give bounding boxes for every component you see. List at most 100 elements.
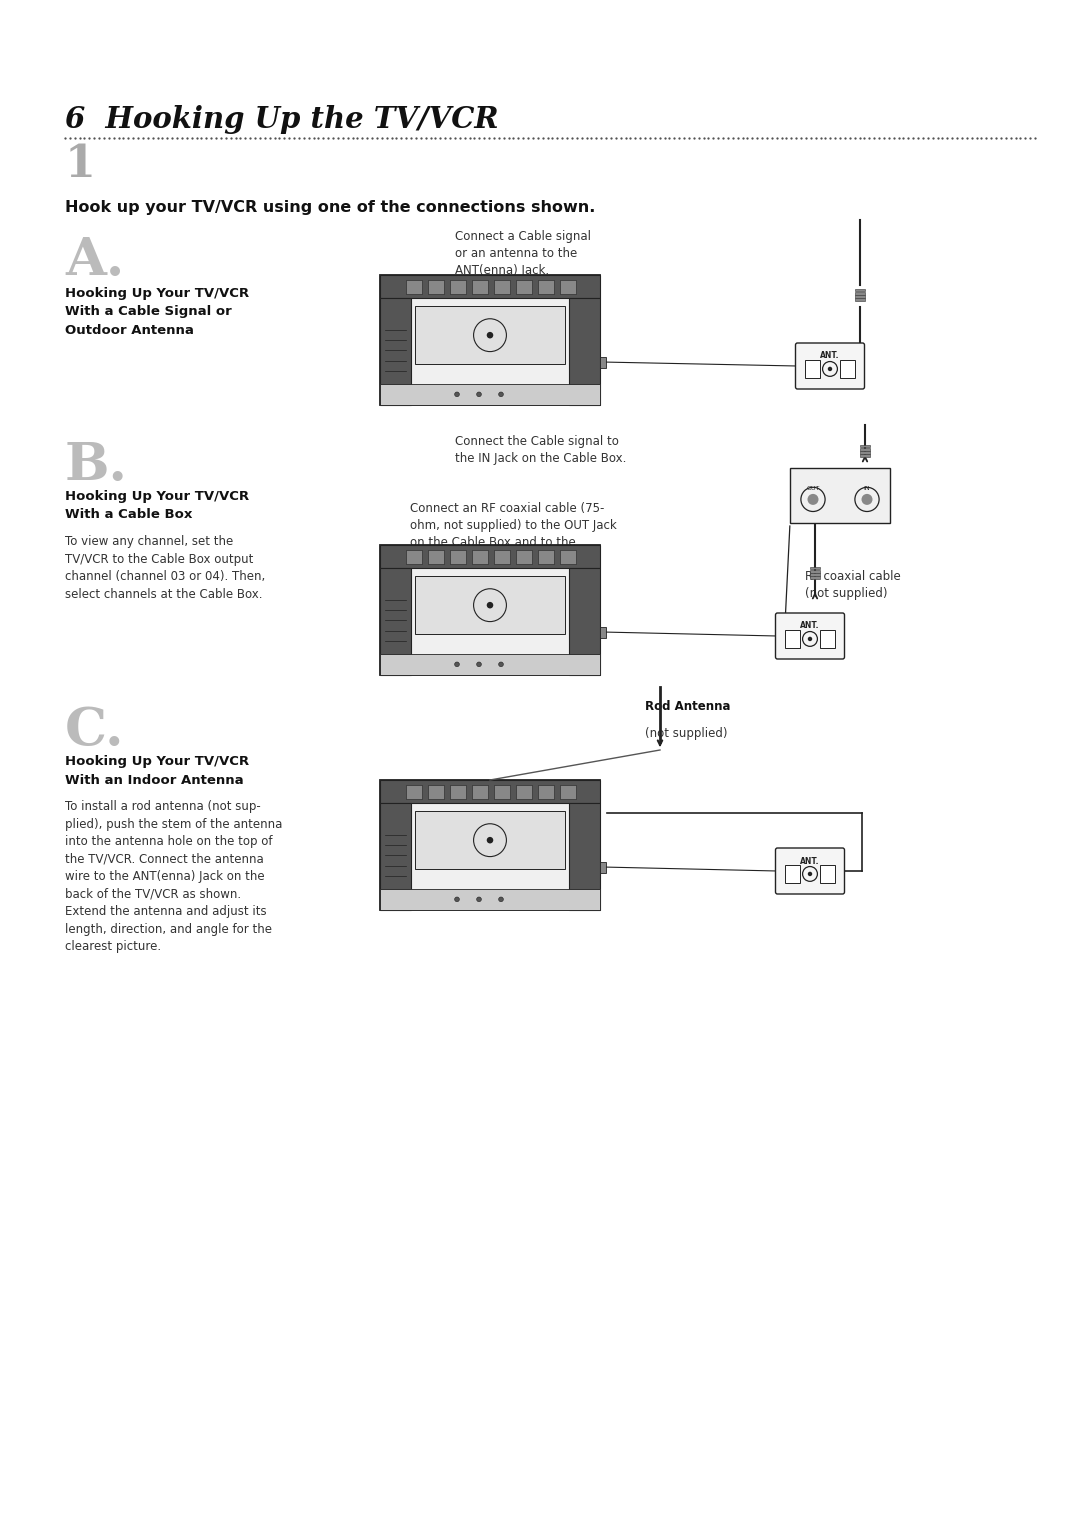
Circle shape xyxy=(487,837,494,843)
Circle shape xyxy=(455,393,459,397)
Bar xyxy=(789,468,890,523)
FancyBboxPatch shape xyxy=(775,613,845,659)
Text: To view any channel, set the
TV/VCR to the Cable Box output
channel (channel 03 : To view any channel, set the TV/VCR to t… xyxy=(65,535,266,601)
Circle shape xyxy=(476,393,482,397)
Circle shape xyxy=(808,494,819,504)
Text: Hooking Up Your TV/VCR
With a Cable Box: Hooking Up Your TV/VCR With a Cable Box xyxy=(65,490,249,521)
Bar xyxy=(380,384,600,405)
Text: (not supplied): (not supplied) xyxy=(645,727,728,740)
Bar xyxy=(539,280,554,293)
Text: ANT.: ANT. xyxy=(800,857,820,865)
Text: Rod Antenna: Rod Antenna xyxy=(645,700,730,714)
FancyBboxPatch shape xyxy=(796,342,864,390)
Bar xyxy=(539,785,554,799)
Bar xyxy=(806,361,820,377)
Bar xyxy=(495,550,510,564)
Text: Connect the Cable signal to
the IN Jack on the Cable Box.: Connect the Cable signal to the IN Jack … xyxy=(455,435,626,465)
Bar xyxy=(380,275,600,405)
Bar xyxy=(516,550,531,564)
Text: ANT.: ANT. xyxy=(820,351,840,361)
Bar xyxy=(810,576,820,579)
Bar xyxy=(516,280,531,293)
Text: RF coaxial cable
(not supplied): RF coaxial cable (not supplied) xyxy=(805,570,901,601)
Bar xyxy=(810,573,820,576)
Text: Hooking Up Your TV/VCR
With a Cable Signal or
Outdoor Antenna: Hooking Up Your TV/VCR With a Cable Sign… xyxy=(65,287,249,338)
Bar xyxy=(855,289,865,292)
Bar xyxy=(429,785,444,799)
Bar xyxy=(860,451,869,454)
Bar xyxy=(380,889,600,911)
Circle shape xyxy=(476,662,482,666)
Bar xyxy=(785,865,799,883)
Text: Hooking Up Your TV/VCR
With an Indoor Antenna: Hooking Up Your TV/VCR With an Indoor An… xyxy=(65,755,249,787)
Bar xyxy=(472,280,488,293)
Bar xyxy=(569,804,600,911)
Bar xyxy=(810,570,820,573)
Bar xyxy=(380,275,600,298)
Bar xyxy=(415,306,565,365)
Bar xyxy=(855,292,865,295)
Bar xyxy=(600,862,606,872)
Text: B.: B. xyxy=(65,440,127,490)
Bar xyxy=(450,785,465,799)
Bar xyxy=(855,295,865,298)
Bar xyxy=(600,628,606,637)
Bar xyxy=(380,779,600,911)
Bar xyxy=(406,785,422,799)
Circle shape xyxy=(499,662,503,666)
Bar xyxy=(406,280,422,293)
Text: C.: C. xyxy=(65,704,124,756)
Text: OUT: OUT xyxy=(807,486,820,490)
Bar xyxy=(860,445,869,448)
Bar xyxy=(600,358,606,368)
Bar xyxy=(855,298,865,301)
Bar xyxy=(380,545,600,675)
Bar xyxy=(380,779,600,804)
Bar xyxy=(860,448,869,451)
Bar xyxy=(821,865,835,883)
Bar xyxy=(380,804,410,911)
Circle shape xyxy=(487,602,494,608)
Bar xyxy=(495,280,510,293)
Text: Hook up your TV/VCR using one of the connections shown.: Hook up your TV/VCR using one of the con… xyxy=(65,200,595,215)
Bar xyxy=(472,550,488,564)
Circle shape xyxy=(455,662,459,666)
Bar xyxy=(380,654,600,675)
Circle shape xyxy=(476,897,482,902)
Bar xyxy=(785,630,799,648)
Text: IN: IN xyxy=(864,486,870,490)
Circle shape xyxy=(487,332,494,339)
Bar xyxy=(561,280,576,293)
Text: 6  Hooking Up the TV/VCR: 6 Hooking Up the TV/VCR xyxy=(65,105,499,134)
Bar xyxy=(821,630,835,648)
Bar xyxy=(415,811,565,869)
Circle shape xyxy=(455,897,459,902)
Circle shape xyxy=(808,871,812,876)
Circle shape xyxy=(808,637,812,642)
Bar xyxy=(429,280,444,293)
Text: Connect a Cable signal
or an antenna to the
ANT(enna) Jack.: Connect a Cable signal or an antenna to … xyxy=(455,231,591,277)
Bar xyxy=(840,361,854,377)
Circle shape xyxy=(862,494,873,504)
FancyBboxPatch shape xyxy=(775,848,845,894)
Bar xyxy=(516,785,531,799)
Bar xyxy=(561,550,576,564)
Circle shape xyxy=(499,393,503,397)
Text: Connect an RF coaxial cable (75-
ohm, not supplied) to the OUT Jack
on the Cable: Connect an RF coaxial cable (75- ohm, no… xyxy=(410,503,617,565)
Bar xyxy=(380,298,410,405)
Bar xyxy=(450,550,465,564)
Bar xyxy=(810,567,820,570)
Text: A.: A. xyxy=(65,235,124,286)
Bar xyxy=(539,550,554,564)
Bar xyxy=(472,785,488,799)
Bar xyxy=(406,550,422,564)
Bar xyxy=(380,545,600,568)
Bar xyxy=(569,298,600,405)
Circle shape xyxy=(827,367,833,371)
Bar xyxy=(569,568,600,675)
Bar xyxy=(429,550,444,564)
Text: 1: 1 xyxy=(65,144,96,186)
Bar xyxy=(561,785,576,799)
Bar xyxy=(495,785,510,799)
Bar xyxy=(450,280,465,293)
